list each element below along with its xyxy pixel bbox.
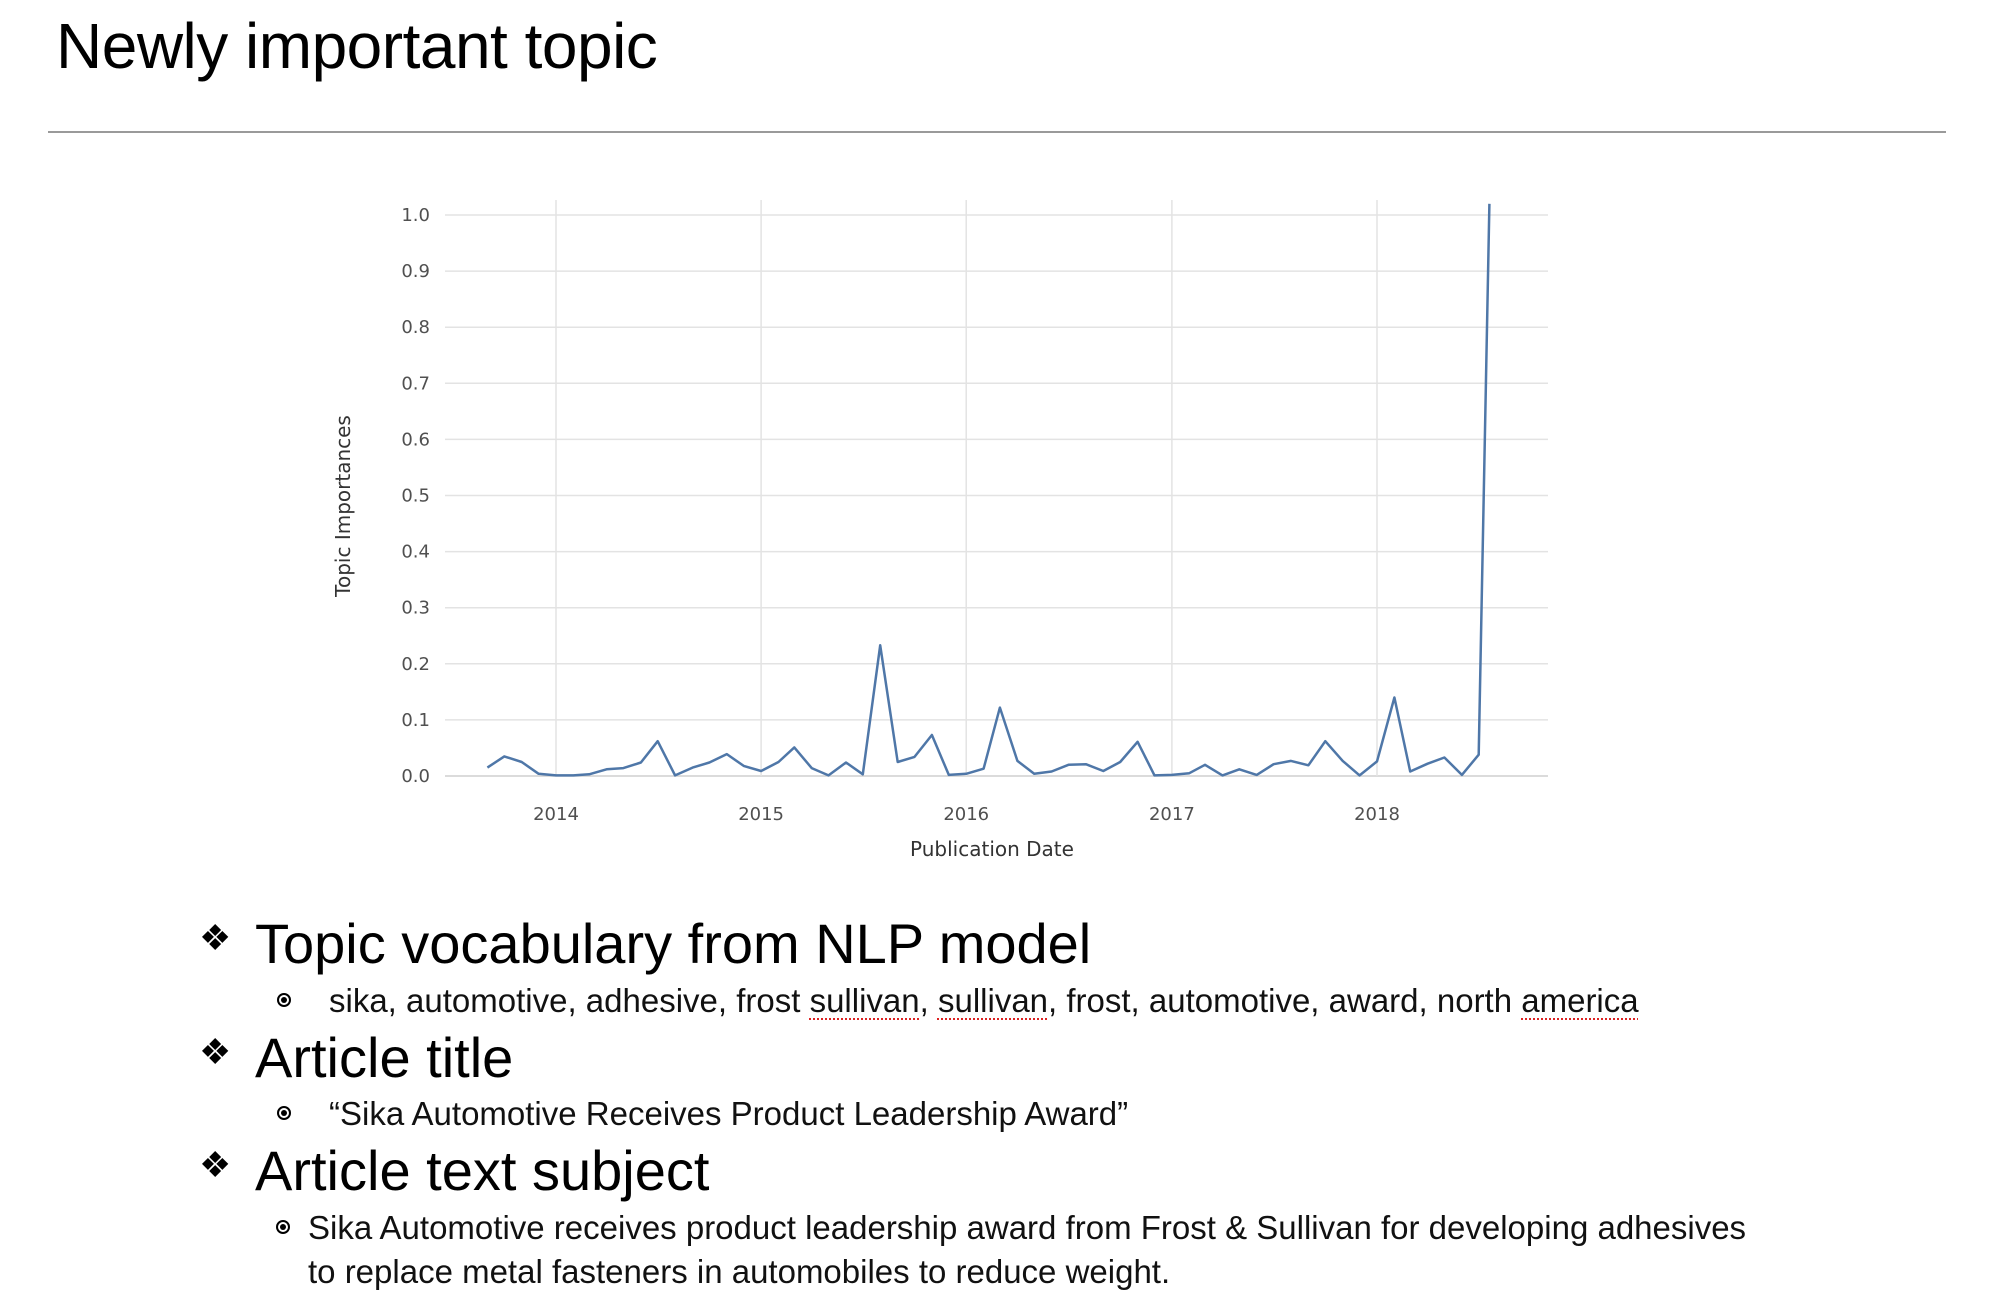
circle-dot-bullet-icon [277, 1106, 291, 1120]
bullet-heading: Article text subject [255, 1139, 710, 1202]
spellcheck-word: sullivan [937, 982, 1049, 1019]
slide-title: Newly important topic [56, 10, 658, 82]
circle-dot-bullet-icon [276, 1220, 290, 1234]
x-tick-label: 2014 [533, 804, 579, 825]
bullet-heading: Topic vocabulary from NLP model [255, 912, 1092, 975]
article-title-text: “Sika Automotive Receives Product Leader… [329, 1095, 1129, 1132]
bullet-article-title: ❖ Article title [199, 1026, 514, 1090]
y-tick-label: 0.3 [401, 598, 430, 619]
circle-dot-bullet-icon [277, 993, 291, 1007]
diamond-bullet-icon: ❖ [199, 917, 232, 958]
diamond-bullet-icon: ❖ [199, 1031, 232, 1072]
topic-importance-chart: 0.00.10.20.30.40.50.60.70.80.91.0 2014 20… [331, 200, 1548, 861]
diamond-bullet-icon: ❖ [199, 1144, 232, 1185]
bullet-heading: Article title [255, 1026, 514, 1089]
bullet-article-subject: ❖ Article text subject [199, 1139, 710, 1203]
y-axis-title: Topic Importances [331, 415, 355, 598]
x-axis-ticks: 2014 2015 2016 2017 2018 [533, 804, 1400, 825]
bullet-vocabulary: ❖ Topic vocabulary from NLP model [199, 912, 1092, 976]
x-axis-title: Publication Date [910, 837, 1074, 861]
spellcheck-word: america [1521, 982, 1639, 1019]
y-tick-label: 0.4 [401, 542, 430, 563]
x-tick-label: 2018 [1354, 804, 1400, 825]
y-tick-label: 0.2 [401, 654, 430, 675]
article-subject-text: Sika Automotive receives product leaders… [308, 1209, 1747, 1290]
series-line [486, 203, 1491, 777]
y-tick-label: 0.5 [401, 486, 430, 507]
x-tick-label: 2017 [1149, 804, 1195, 825]
sub-bullet-vocabulary: sika, automotive, adhesive, frost sulliv… [277, 979, 1639, 1023]
y-tick-label: 0.1 [401, 710, 430, 731]
vocab-text: sika, automotive, adhesive, frost sulliv… [329, 982, 1639, 1019]
y-tick-label: 0.9 [401, 261, 430, 282]
spellcheck-word: sullivan [809, 982, 920, 1019]
y-tick-label: 1.0 [401, 205, 430, 226]
y-tick-label: 0.6 [401, 429, 430, 450]
x-tick-label: 2015 [738, 804, 784, 825]
y-tick-label: 0.7 [401, 373, 430, 394]
chart-grid [445, 200, 1548, 777]
y-axis-ticks: 0.0 0.1 0.2 0.3 0.4 0.5 0.6 0.7 0.8 0.9 1.0 [401, 205, 430, 787]
title-divider [48, 131, 1946, 133]
sub-bullet-article-title: “Sika Automotive Receives Product Leader… [277, 1092, 1129, 1136]
chart-series [486, 203, 1491, 777]
sub-bullet-article-subject: Sika Automotive receives product leaders… [276, 1206, 1758, 1294]
x-tick-label: 2016 [943, 804, 989, 825]
y-tick-label: 0.0 [401, 766, 430, 787]
y-tick-label: 0.8 [401, 317, 430, 338]
